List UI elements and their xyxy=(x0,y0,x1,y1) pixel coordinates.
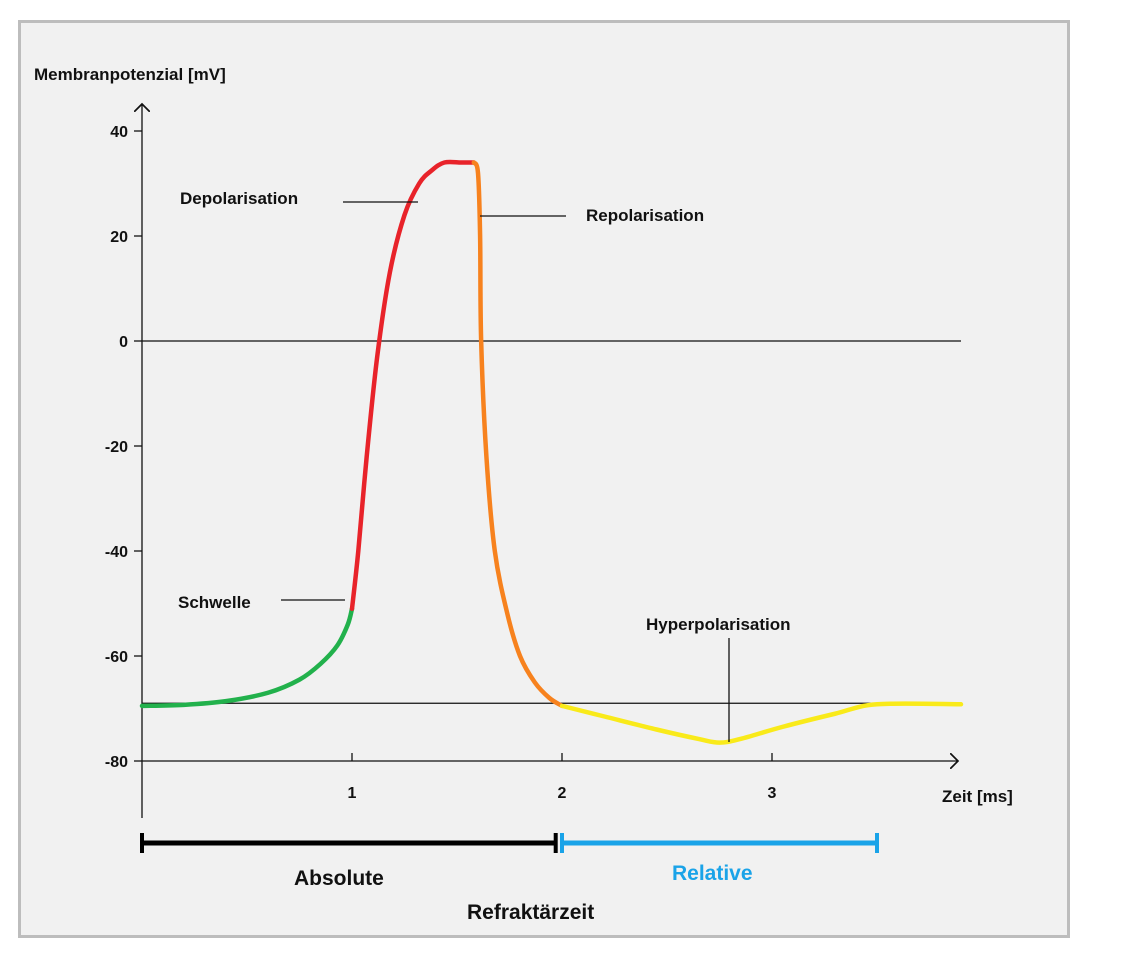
axes: 40 20 0 -20 -40 -60 -80 1 2 3 xyxy=(105,104,958,818)
y-tick-label: 0 xyxy=(119,334,128,351)
refractory-caption: Refraktärzeit xyxy=(467,901,594,924)
annotation-repolarisation: Repolarisation xyxy=(586,206,704,225)
series-group xyxy=(139,159,964,745)
series-line-1 xyxy=(349,159,477,611)
series-line-3 xyxy=(559,701,964,745)
refractory-bars xyxy=(140,833,879,853)
reference-lines xyxy=(142,340,961,704)
x-tick-label: 3 xyxy=(768,785,777,802)
y-axis-label: Membranpotenzial [mV] xyxy=(34,65,226,84)
y-tick-label: -20 xyxy=(105,439,128,456)
annotations xyxy=(281,201,730,742)
annotation-depolarisation: Depolarisation xyxy=(180,189,298,208)
annotation-schwelle: Schwelle xyxy=(178,593,251,612)
series-line-0 xyxy=(139,606,355,709)
y-tick-label: -40 xyxy=(105,544,128,561)
absolute-label: Absolute xyxy=(294,867,384,890)
x-tick-label: 2 xyxy=(558,785,567,802)
y-tick-label: 20 xyxy=(110,229,128,246)
x-axis-label: Zeit [ms] xyxy=(942,787,1013,806)
chart-frame xyxy=(18,20,1070,938)
x-tick-label: 1 xyxy=(348,785,357,802)
y-tick-label: -80 xyxy=(105,754,128,771)
y-tick-label: -60 xyxy=(105,649,128,666)
relative-label: Relative xyxy=(672,862,753,885)
series-line-2 xyxy=(471,160,565,709)
annotation-hyperpolarisation: Hyperpolarisation xyxy=(646,615,791,634)
y-tick-label: 40 xyxy=(110,124,128,141)
